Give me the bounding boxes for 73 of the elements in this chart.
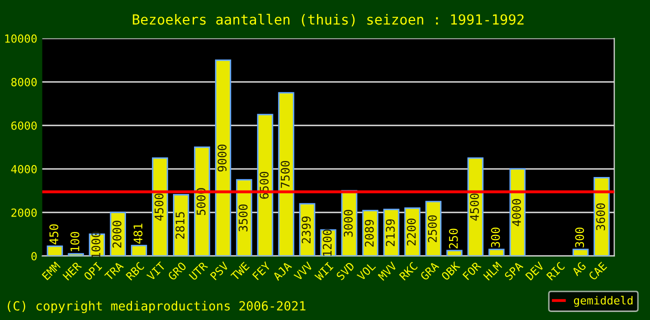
text: (C) copyright mediaproductions 2006-2021 (8, 300, 306, 314)
x-tick-label: AJA (272, 261, 292, 282)
bar (194, 146, 210, 256)
data-label: 481 (134, 224, 142, 244)
x-tick-label: GRA (420, 261, 440, 281)
x-tick-label: HER (62, 261, 82, 281)
bar (152, 157, 168, 256)
data-label: 100 (70, 232, 80, 252)
data-label: 300 (575, 228, 584, 248)
x-tick-label: UTR (188, 261, 208, 281)
data-label: 2399 (302, 216, 311, 244)
bar (509, 168, 526, 256)
data-label: 2500 (428, 215, 437, 242)
bar (257, 114, 274, 256)
x-tick-label: GRO (167, 261, 187, 281)
data-label: 2139 (386, 219, 395, 246)
data-label: 7500 (280, 160, 290, 188)
x-tick-label: SPA (504, 261, 524, 281)
bar (278, 92, 294, 256)
data-label: 9000 (218, 144, 227, 172)
data-label: 300 (491, 228, 500, 248)
bar (467, 157, 484, 256)
y-tick-label: 10000 (5, 34, 37, 43)
y-tick-label: 0 (31, 252, 37, 260)
data-label: 4500 (470, 194, 479, 221)
bar (130, 244, 148, 256)
x-tick-label: RBC (126, 262, 144, 281)
data-label: 1000 (91, 232, 100, 258)
bar (299, 203, 316, 256)
x-tick-label: RIC (546, 262, 566, 281)
data-label: 2000 (112, 220, 122, 248)
data-label: 2815 (176, 212, 184, 239)
x-tick-label: WII (314, 262, 334, 282)
x-tick-label: OPI (83, 262, 102, 281)
x-tick-label: TRA (104, 261, 124, 281)
x-tick-label: FOR (462, 261, 482, 280)
bar (383, 208, 400, 256)
x-tick-label: VIT (146, 261, 166, 281)
bar (68, 253, 84, 256)
data-label: 3600 (596, 203, 606, 230)
y-tick-label: 8000 (11, 78, 37, 86)
data-label: 1200 (322, 229, 332, 256)
bar (488, 248, 505, 256)
y-tick-label: 2000 (11, 208, 37, 217)
x-tick-label: VOL (356, 261, 376, 281)
data-label: 2089 (364, 220, 374, 247)
bar (341, 190, 358, 256)
x-tick-label: TWE (230, 262, 250, 281)
data-label: 250 (448, 228, 458, 248)
bar (215, 59, 232, 256)
bar (46, 246, 63, 256)
bar (172, 194, 190, 256)
x-tick-label: AG (571, 262, 586, 276)
x-tick-label: VVV (294, 261, 314, 281)
data-label: 3000 (344, 210, 353, 237)
chart-title: Bezoekers aantallen (thuis) seizoen : 1991-1992 (132, 14, 524, 26)
data-label: 450 (49, 224, 58, 244)
bar (446, 250, 462, 256)
legend-label: gemiddeld (574, 296, 632, 307)
data-label: 4500 (154, 194, 164, 221)
y-tick-label: 6000 (11, 121, 37, 130)
data-label: 3500 (238, 204, 248, 232)
y-tick-label: 4000 (11, 164, 37, 174)
x-tick-label: SVD (336, 262, 355, 281)
data-label: 2200 (406, 218, 416, 246)
x-tick-label: CAE (588, 262, 608, 281)
x-tick-label: FEY (252, 261, 272, 280)
x-tick-label: OBK (440, 261, 461, 281)
bar (425, 200, 442, 256)
bar (572, 248, 589, 256)
x-tick-label: RKC (398, 262, 418, 281)
data-label: 4000 (512, 199, 521, 226)
bar (236, 179, 252, 256)
